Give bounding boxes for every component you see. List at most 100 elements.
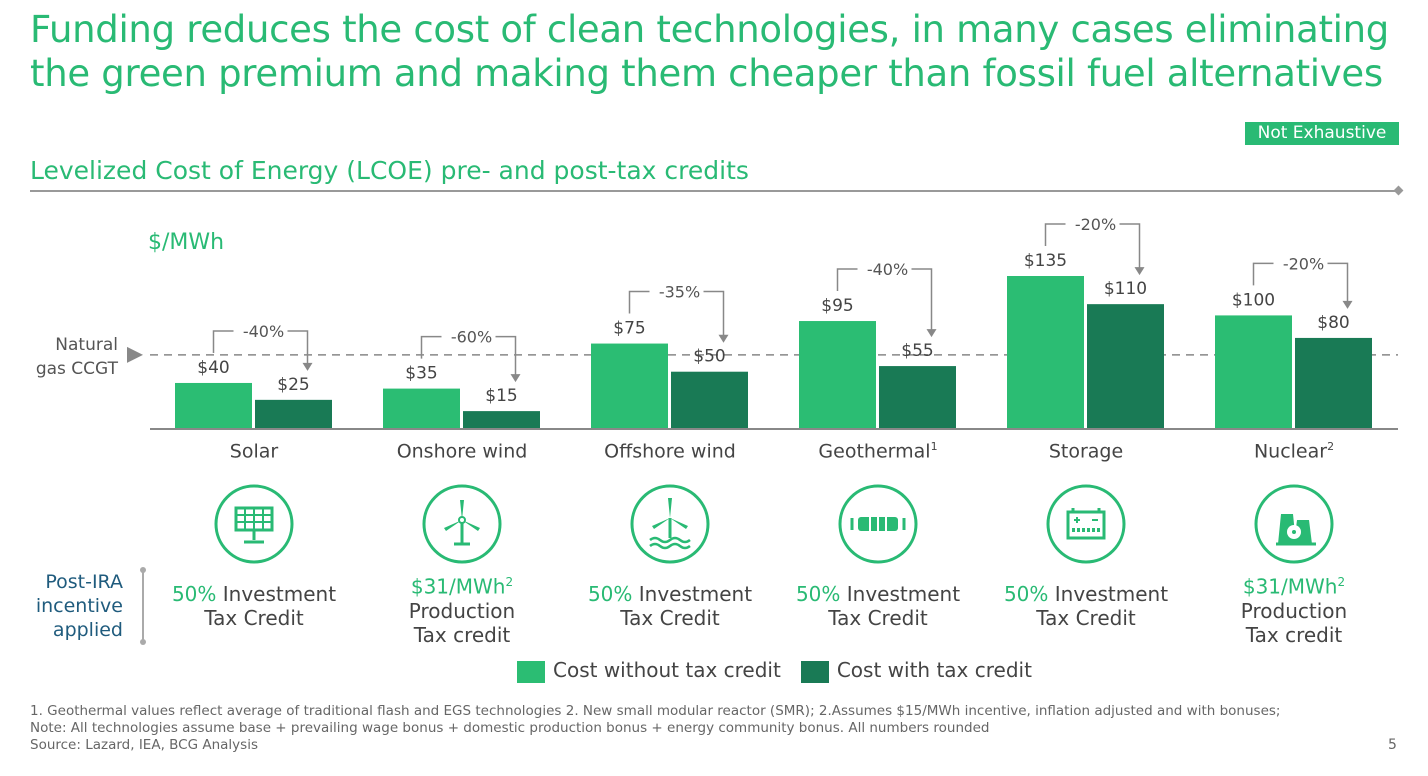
change-bracket-left-5: [1252, 262, 1274, 286]
incentive-highlight: 50%: [171, 582, 217, 606]
change-label-3: -40%: [867, 260, 908, 279]
change-label-1: -60%: [451, 328, 492, 347]
reference-line-label: Natural gas CCGT: [30, 333, 118, 381]
slide-title: Funding reduces the cost of clean techno…: [30, 8, 1389, 95]
change-arrow-icon-0: [302, 362, 313, 371]
value-label-without-1: $35: [405, 364, 437, 384]
footnote-1: 1. Geothermal values reflect average of …: [30, 703, 1281, 719]
legend-swatch-with: [800, 660, 829, 683]
incentive-highlight: 50%: [795, 582, 841, 606]
footnote-source: Source: Lazard, IEA, BCG Analysis: [30, 737, 258, 753]
change-arrow-icon-4: [1134, 267, 1145, 276]
post-ira-line2: incentive: [35, 595, 123, 617]
post-ira-label: Post-IRA incentive applied: [18, 570, 123, 642]
category-label-3: Geothermal1: [778, 440, 978, 462]
legend: Cost without tax credit Cost with tax cr…: [517, 658, 1032, 683]
footnote-note: Note: All technologies assume base + pre…: [30, 720, 990, 736]
reference-line-arrow-icon: [127, 346, 143, 363]
change-arrow-icon-3: [926, 329, 937, 338]
incentive-line2: Tax Credit: [204, 606, 304, 630]
incentive-line1: Investment: [1048, 582, 1169, 606]
value-label-with-3: $55: [901, 341, 933, 361]
incentive-line2: Tax Credit: [1036, 606, 1136, 630]
value-label-without-5: $100: [1232, 290, 1275, 310]
value-label-with-1: $15: [485, 386, 517, 406]
bar-with-credit-2: [671, 371, 748, 428]
incentive-highlight: $31/MWh: [1242, 574, 1338, 599]
value-label-with-5: $80: [1317, 313, 1349, 333]
ref-label-line2: gas CCGT: [35, 359, 118, 379]
value-label-with-4: $110: [1104, 279, 1147, 299]
incentive-line2: Production: [408, 598, 516, 623]
change-bracket-right-4: [1119, 223, 1141, 269]
value-label-without-4: $135: [1024, 251, 1067, 271]
wind-turbine-icon: [422, 484, 502, 564]
lcoe-bar-chart: $40 $25 -40% $35 $15 -60% $75 $50 -35% $95 $55 -40%…: [127, 215, 1398, 430]
change-bracket-left-1: [420, 335, 442, 359]
change-bracket-right-2: [703, 290, 725, 336]
change-bracket-right-1: [495, 335, 517, 376]
post-ira-line1: Post-IRA: [45, 571, 123, 593]
change-bracket-left-4: [1044, 223, 1066, 246]
legend-label-without: Cost without tax credit: [553, 658, 781, 682]
change-bracket-left-0: [212, 330, 234, 353]
category-name: Onshore wind: [396, 440, 528, 463]
bar-with-credit-1: [463, 411, 540, 428]
incentive-footnote-marker: 2: [505, 575, 514, 589]
incentive-line2: Tax Credit: [620, 606, 720, 630]
incentive-line2: Production: [1240, 598, 1348, 623]
geothermal-icon: [838, 484, 918, 564]
change-bracket-right-5: [1327, 262, 1349, 302]
bar-without-credit-3: [799, 321, 876, 428]
value-label-with-0: $25: [277, 375, 309, 395]
bar-with-credit-3: [879, 366, 956, 428]
bar-without-credit-4: [1007, 276, 1084, 428]
footnotes: 1. Geothermal values reflect average of …: [30, 703, 1280, 754]
value-label-without-3: $95: [821, 296, 853, 316]
incentive-highlight: 50%: [1003, 582, 1049, 606]
bar-without-credit-1: [383, 388, 460, 428]
incentive-text-1: $31/MWh2 Production Tax credit: [362, 570, 562, 647]
incentive-text-5: $31/MWh2 Production Tax credit: [1194, 570, 1394, 647]
incentive-line1: Investment: [840, 582, 961, 606]
incentive-line3: Tax credit: [413, 622, 511, 647]
solar-panel-icon: [214, 484, 294, 564]
change-arrow-icon-2: [718, 334, 729, 343]
incentive-line2: Tax Credit: [828, 606, 928, 630]
chart-subtitle: Levelized Cost of Energy (LCOE) pre- and…: [30, 156, 749, 185]
bar-with-credit-5: [1295, 337, 1372, 428]
category-name: Solar: [229, 440, 279, 463]
incentive-line1: Investment: [216, 582, 337, 606]
legend-label-with: Cost with tax credit: [836, 658, 1032, 682]
incentive-highlight: $31/MWh: [410, 574, 506, 599]
category-name: Nuclear: [1253, 440, 1328, 463]
change-bracket-left-2: [628, 290, 650, 314]
incentive-text-2: 50% Investment Tax Credit: [570, 582, 770, 630]
post-ira-line3: applied: [52, 619, 123, 641]
category-name: Offshore wind: [604, 440, 736, 463]
category-footnote-marker: 2: [1327, 440, 1335, 453]
incentive-text-0: 50% Investment Tax Credit: [154, 582, 354, 630]
legend-item-with: Cost with tax credit: [800, 658, 1032, 683]
value-label-without-2: $75: [613, 319, 645, 339]
value-label-without-0: $40: [197, 358, 229, 378]
battery-icon: [1046, 484, 1126, 564]
incentive-highlight: 50%: [587, 582, 633, 606]
legend-swatch-without: [517, 660, 545, 683]
page-number: 5: [1388, 737, 1397, 753]
category-footnote-marker: 1: [930, 440, 938, 453]
divider: [30, 190, 1396, 192]
category-name: Geothermal: [818, 440, 931, 463]
change-bracket-right-3: [911, 268, 933, 331]
post-ira-bracket: [140, 567, 146, 645]
incentive-line3: Tax credit: [1245, 622, 1343, 647]
bar-without-credit-0: [175, 382, 252, 428]
change-arrow-icon-5: [1342, 300, 1353, 309]
category-label-2: Offshore wind: [570, 440, 770, 462]
not-exhaustive-badge: Not Exhaustive: [1245, 122, 1399, 145]
unit-label: $/MWh: [148, 230, 225, 255]
incentive-line1: Investment: [632, 582, 753, 606]
change-bracket-left-3: [836, 268, 858, 292]
incentive-footnote-marker: 2: [1337, 575, 1346, 589]
offshore-wind-icon: [630, 484, 710, 564]
